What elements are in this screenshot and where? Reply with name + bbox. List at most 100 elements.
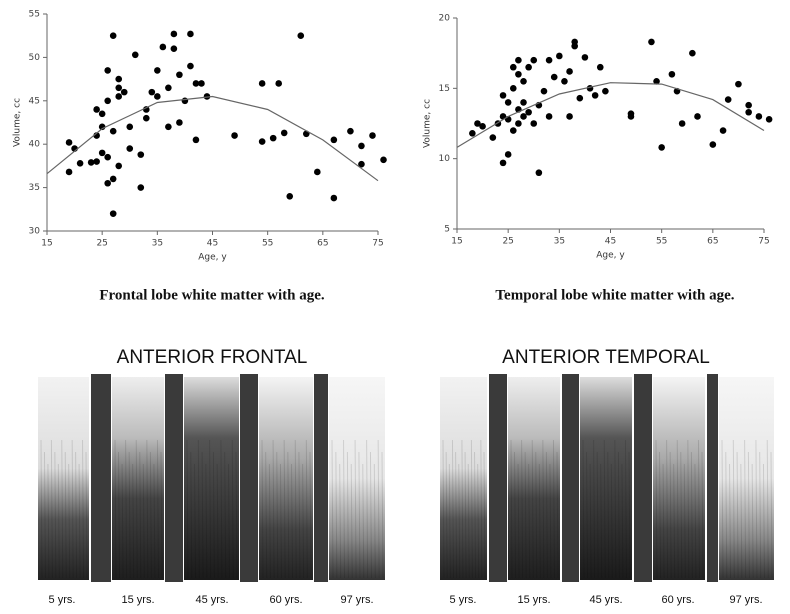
data-point <box>115 93 123 100</box>
fiber <box>268 463 271 579</box>
fiber <box>596 451 599 579</box>
data-point <box>689 49 696 57</box>
data-point <box>126 123 134 131</box>
data-point <box>115 162 123 170</box>
data-point <box>658 144 665 151</box>
fiber <box>373 463 376 579</box>
data-point <box>474 120 481 127</box>
fiber <box>272 439 275 579</box>
panel-label: 60 yrs. <box>269 594 302 606</box>
fiber <box>442 439 445 579</box>
fiber <box>467 463 470 579</box>
fiber <box>676 439 679 579</box>
fiber <box>369 451 372 579</box>
data-point <box>104 67 111 74</box>
fiber <box>542 439 545 579</box>
fiber <box>68 463 71 579</box>
fiber <box>265 451 268 579</box>
separator <box>562 374 579 582</box>
fiber <box>142 463 145 579</box>
data-point <box>509 127 517 134</box>
fiber <box>628 451 631 579</box>
data-point <box>380 156 387 164</box>
x-tick-label: 45 <box>605 237 616 247</box>
data-point <box>115 75 123 83</box>
data-point <box>93 158 100 165</box>
fiber <box>118 451 121 579</box>
fiber <box>283 439 286 579</box>
fiber <box>744 439 747 579</box>
fiber <box>751 463 754 579</box>
x-tick-label: 35 <box>152 239 163 249</box>
fiber <box>593 439 596 579</box>
data-point <box>98 149 106 157</box>
fiber <box>464 451 467 579</box>
data-point <box>192 136 200 144</box>
data-point <box>479 123 486 130</box>
fiber <box>600 463 603 579</box>
y-axis-label: Volume, cc <box>13 98 23 147</box>
y-tick-label: 10 <box>439 154 451 164</box>
fiber <box>302 463 305 579</box>
fiber <box>614 439 617 579</box>
panel-label: 60 yrs. <box>661 594 694 606</box>
data-point <box>143 114 150 122</box>
data-point <box>176 119 183 126</box>
data-point <box>109 210 117 217</box>
fiber <box>549 463 552 579</box>
data-point <box>187 62 194 70</box>
data-point <box>87 159 95 166</box>
data-point <box>566 68 573 75</box>
data-point <box>137 184 145 191</box>
fiber <box>194 463 197 579</box>
fiber <box>377 439 380 579</box>
fiber <box>531 439 534 579</box>
data-point <box>509 85 517 92</box>
data-point <box>515 70 522 78</box>
data-point <box>556 52 563 60</box>
fiber <box>552 439 555 579</box>
data-point <box>148 88 156 96</box>
data-point <box>550 73 558 81</box>
separator <box>91 374 111 582</box>
tissue-strip <box>653 377 705 580</box>
data-point <box>709 141 717 148</box>
fiber <box>43 451 46 579</box>
fiber <box>538 463 541 579</box>
fiber <box>354 439 357 579</box>
fiber <box>480 439 483 579</box>
fiber <box>683 463 686 579</box>
data-point <box>581 54 589 61</box>
data-point <box>65 168 73 176</box>
data-point <box>745 108 752 116</box>
x-tick-label: 65 <box>707 237 718 247</box>
x-tick-label: 75 <box>758 237 769 247</box>
data-point <box>694 113 701 120</box>
fiber <box>64 451 67 579</box>
data-point <box>109 175 117 183</box>
fiber <box>40 439 43 579</box>
fiber <box>621 463 624 579</box>
panel-label: 97 yrs. <box>729 594 762 606</box>
fiber <box>114 439 117 579</box>
panel-label: 15 yrs. <box>121 594 154 606</box>
data-point <box>525 108 532 116</box>
fiber <box>85 451 88 579</box>
tissue-strip <box>329 377 385 580</box>
fiber <box>528 463 531 579</box>
data-point <box>719 127 727 134</box>
data-point <box>104 153 111 161</box>
fiber <box>680 451 683 579</box>
panel-title: ANTERIOR FRONTAL <box>117 347 308 368</box>
data-point <box>358 142 365 150</box>
data-point <box>109 32 117 39</box>
data-point <box>181 97 189 105</box>
data-point <box>765 115 773 123</box>
y-tick-label: 15 <box>439 84 450 94</box>
caption: Frontal lobe white matter with age. <box>99 287 324 303</box>
data-point <box>515 56 522 64</box>
data-point <box>154 93 161 100</box>
fiber <box>298 451 301 579</box>
fiber <box>153 463 156 579</box>
fiber <box>521 439 524 579</box>
